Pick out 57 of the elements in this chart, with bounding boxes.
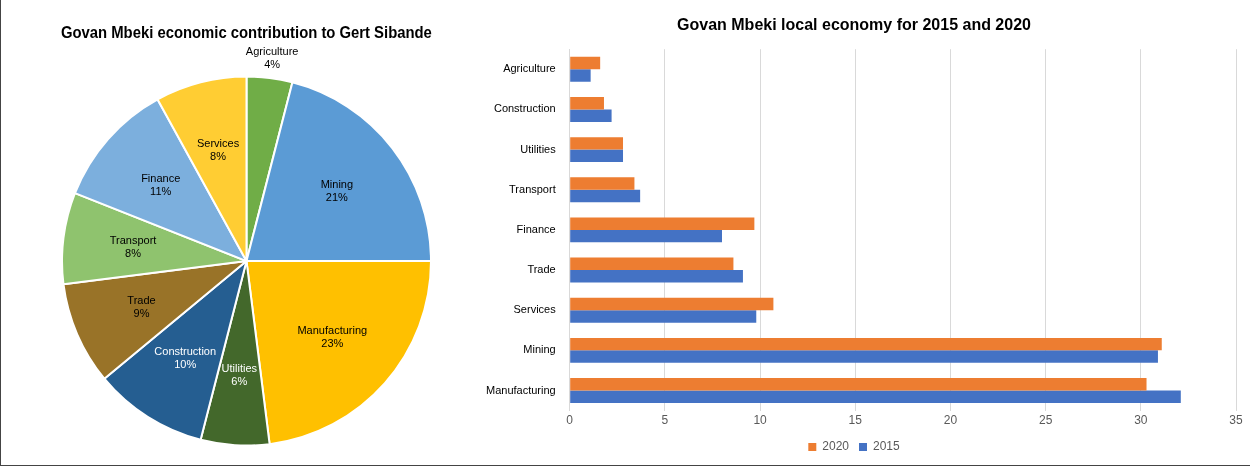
slice-label: Manufacturing (297, 323, 368, 336)
slice-label: Construction (154, 344, 217, 357)
bar (570, 378, 1147, 391)
bar (570, 390, 1181, 403)
bar (570, 69, 591, 82)
data-label: 4% (264, 58, 281, 71)
data-label: 23% (321, 336, 344, 349)
data-label: 8% (210, 150, 227, 163)
y-tick-label: Construction (493, 102, 556, 115)
bar (570, 96, 604, 110)
slice-label: Agriculture (245, 45, 299, 58)
y-tick-label: Trade (527, 263, 556, 276)
bar (570, 310, 757, 323)
slice-label: Transport (109, 233, 157, 246)
bar (570, 337, 1162, 351)
legend-label: 2015 (873, 439, 901, 454)
y-tick-label: Finance (516, 222, 556, 235)
data-label: 9% (133, 306, 150, 319)
bar (570, 229, 722, 243)
legend-label: 2020 (822, 439, 850, 454)
y-tick-label: Agriculture (503, 62, 556, 75)
data-label: 10% (174, 357, 197, 370)
bar (570, 297, 774, 311)
bar (570, 177, 635, 190)
y-tick-label: Services (513, 303, 557, 316)
bar (570, 189, 641, 203)
chart-title: Govan Mbeki economic contribution to Gert Sibande (61, 23, 433, 42)
bar (570, 257, 734, 271)
bar (570, 56, 601, 70)
y-tick-label: Utilities (520, 142, 557, 155)
x-tick-label: 20 (943, 413, 958, 428)
slice-label: Trade (127, 293, 156, 306)
x-tick-label: 35 (1229, 413, 1243, 428)
x-tick-label: 30 (1134, 413, 1148, 428)
x-tick-label: 0 (566, 413, 574, 428)
chart-title: Govan Mbeki local economy for 2015 and 2020 (677, 16, 1032, 34)
data-label: 11% (150, 185, 172, 198)
bar (570, 137, 624, 150)
data-label: 6% (231, 375, 248, 388)
slice-label: Utilities (221, 362, 258, 375)
bar (570, 109, 612, 122)
x-tick-label: 15 (848, 413, 863, 428)
bar (570, 350, 1158, 363)
y-tick-label: Transport (509, 182, 556, 195)
x-tick-label: 5 (661, 413, 669, 428)
data-label: 8% (125, 246, 142, 259)
slice-label: Finance (141, 172, 181, 185)
bar (570, 149, 624, 163)
y-tick-label: Mining (523, 343, 556, 356)
bar (570, 217, 755, 230)
x-tick-label: 25 (1038, 413, 1053, 428)
y-tick-label: Manufacturing (485, 383, 556, 396)
data-label: 21% (325, 191, 349, 204)
x-tick-label: 10 (753, 413, 768, 428)
slice-label: Mining (320, 178, 354, 191)
slice-label: Services (196, 137, 240, 150)
bar (570, 270, 743, 283)
